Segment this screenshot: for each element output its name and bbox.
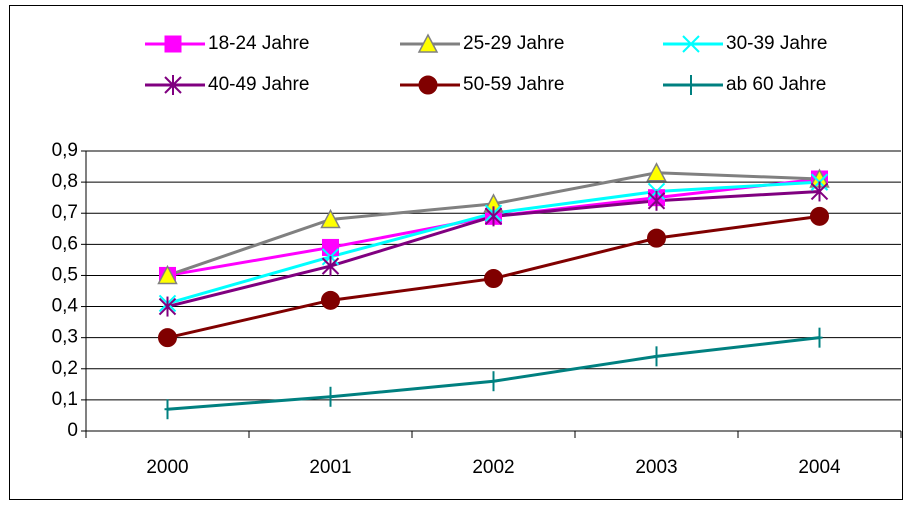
legend-item: 18-24 Jahre bbox=[145, 33, 309, 54]
marker bbox=[327, 386, 334, 407]
legend-label: 18-24 Jahre bbox=[208, 33, 309, 54]
marker-circle bbox=[484, 269, 503, 289]
marker bbox=[322, 238, 339, 256]
marker bbox=[484, 206, 503, 227]
y-tick-label: 0 bbox=[67, 420, 78, 441]
legend-label: 25-29 Jahre bbox=[463, 33, 564, 54]
marker bbox=[810, 181, 829, 202]
marker bbox=[164, 75, 182, 95]
y-tick-label: 0,9 bbox=[52, 140, 78, 161]
marker-circle bbox=[647, 228, 666, 248]
legend-label: 50-59 Jahre bbox=[463, 74, 564, 95]
marker bbox=[157, 264, 178, 285]
marker-triangle bbox=[417, 33, 439, 53]
y-tick-label: 0,4 bbox=[52, 296, 79, 317]
x-tick-label: 2000 bbox=[146, 457, 188, 478]
marker bbox=[682, 35, 700, 53]
marker-square bbox=[164, 35, 182, 53]
chart-border bbox=[9, 5, 903, 500]
marker bbox=[418, 75, 438, 95]
marker bbox=[321, 290, 340, 310]
marker bbox=[320, 208, 341, 229]
marker bbox=[158, 296, 177, 317]
marker-circle bbox=[321, 290, 340, 310]
legend-item: 40-49 Jahre bbox=[145, 74, 309, 95]
legend-item: 50-59 Jahre bbox=[400, 74, 564, 95]
y-tick-label: 0,3 bbox=[52, 327, 78, 348]
marker-circle bbox=[418, 75, 438, 95]
x-tick-label: 2001 bbox=[309, 457, 351, 478]
marker bbox=[164, 399, 171, 420]
legend-item: 25-29 Jahre bbox=[400, 33, 564, 54]
marker bbox=[647, 190, 666, 211]
x-tick-label: 2002 bbox=[472, 457, 514, 478]
marker bbox=[653, 346, 660, 367]
x-tick-label: 2004 bbox=[798, 457, 841, 478]
legend-label: 30-39 Jahre bbox=[726, 33, 827, 54]
marker-circle bbox=[158, 328, 177, 348]
legend-item: ab 60 Jahre bbox=[663, 74, 826, 95]
marker-circle bbox=[810, 206, 829, 226]
marker bbox=[484, 269, 503, 289]
marker-triangle bbox=[320, 208, 341, 229]
marker bbox=[810, 206, 829, 226]
marker bbox=[816, 327, 823, 348]
x-tick-label: 2003 bbox=[635, 457, 677, 478]
marker-stroke bbox=[682, 35, 700, 53]
y-tick-label: 0,6 bbox=[52, 233, 78, 254]
y-tick-label: 0,5 bbox=[52, 264, 78, 285]
marker bbox=[647, 228, 666, 248]
marker bbox=[646, 162, 667, 182]
legend-label: ab 60 Jahre bbox=[726, 74, 826, 95]
marker bbox=[490, 371, 497, 392]
marker bbox=[164, 35, 182, 53]
marker-square bbox=[322, 238, 339, 256]
legend-label: 40-49 Jahre bbox=[208, 74, 309, 95]
marker-triangle bbox=[646, 162, 667, 182]
marker bbox=[321, 256, 340, 277]
marker bbox=[688, 75, 694, 95]
y-tick-label: 0,7 bbox=[52, 202, 78, 223]
y-tick-label: 0,1 bbox=[52, 389, 78, 410]
marker bbox=[417, 33, 439, 53]
marker bbox=[158, 328, 177, 348]
marker-triangle bbox=[157, 264, 178, 285]
legend-item: 30-39 Jahre bbox=[663, 33, 827, 54]
y-tick-label: 0,8 bbox=[52, 171, 78, 192]
y-tick-label: 0,2 bbox=[52, 358, 78, 379]
